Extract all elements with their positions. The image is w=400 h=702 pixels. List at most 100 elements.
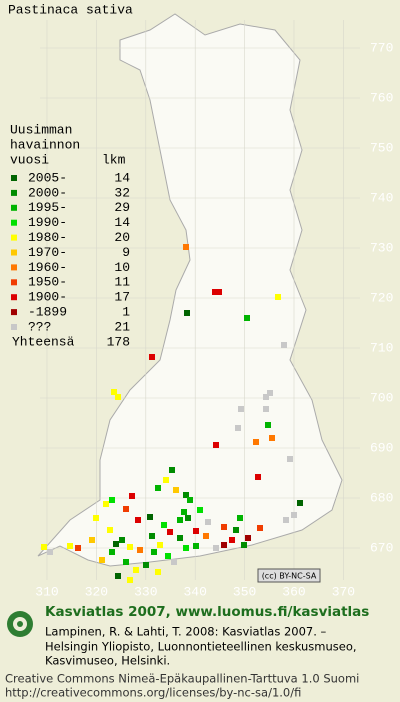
occurrence [197, 507, 203, 513]
license-badge-text: (cc) BY-NC-SA [262, 572, 317, 581]
legend-label: 1990- [28, 215, 67, 230]
y-label: 680 [370, 490, 393, 505]
legend-swatch [11, 294, 17, 301]
occurrence [127, 544, 133, 550]
occurrence [229, 537, 235, 543]
y-label: 700 [370, 390, 393, 405]
logo [7, 611, 33, 637]
occurrence [165, 553, 171, 559]
occurrence [203, 533, 209, 539]
license: Creative Commons Nimeä-Epäkaupallinen-Ta… [5, 672, 359, 686]
occurrence [267, 390, 273, 396]
occurrence [275, 294, 281, 300]
legend-count: 11 [114, 275, 130, 290]
legend-total: 178 [107, 334, 130, 349]
legend-count: 32 [114, 185, 130, 200]
occurrence [67, 543, 73, 549]
occurrence [155, 485, 161, 491]
occurrence [167, 529, 173, 535]
occurrence [187, 497, 193, 503]
occurrence [103, 501, 109, 507]
legend-swatch [11, 264, 17, 271]
occurrence [47, 549, 53, 555]
legend-header: havainnon [10, 137, 80, 152]
legend-swatch [11, 234, 17, 241]
occurrence [41, 544, 47, 550]
occurrence [297, 500, 303, 506]
occurrence [183, 244, 189, 250]
occurrence [216, 289, 222, 295]
y-label: 690 [370, 440, 393, 455]
occurrence [283, 517, 289, 523]
citation: Helsingin Yliopisto, Luonnontieteellinen… [45, 640, 357, 654]
occurrence [177, 535, 183, 541]
occurrence [257, 525, 263, 531]
occurrence [143, 562, 149, 568]
occurrence [161, 522, 167, 528]
occurrence [127, 577, 133, 583]
legend-count: 10 [114, 260, 130, 275]
y-label: 710 [370, 340, 393, 355]
x-label: 360 [282, 584, 305, 599]
x-label: 320 [85, 584, 108, 599]
occurrence [253, 439, 259, 445]
legend-label: 1970- [28, 245, 67, 260]
license-badge [257, 568, 321, 583]
x-label: 350 [233, 584, 256, 599]
occurrence [177, 517, 183, 523]
legend-count: 21 [114, 319, 130, 334]
y-label: 760 [370, 90, 393, 105]
occurrence [238, 406, 244, 412]
legend-total-label: Yhteensä [12, 334, 75, 349]
occurrence [241, 542, 247, 548]
occurrence [193, 543, 199, 549]
legend-swatch [11, 219, 17, 226]
occurrence [169, 467, 175, 473]
occurrence [137, 547, 143, 553]
x-label: 370 [332, 584, 355, 599]
occurrence [193, 528, 199, 534]
occurrence [184, 310, 190, 316]
occurrence [291, 512, 297, 518]
y-label: 770 [370, 40, 393, 55]
legend-label: -1899 [28, 305, 67, 320]
occurrence [237, 515, 243, 521]
occurrence [149, 354, 155, 360]
occurrence [171, 559, 177, 565]
legend-label: 1900- [28, 290, 67, 305]
y-label: 730 [370, 240, 393, 255]
occurrence [115, 573, 121, 579]
occurrence [212, 289, 218, 295]
occurrences [41, 244, 303, 583]
occurrence [185, 515, 191, 521]
occurrence [89, 537, 95, 543]
y-label: 740 [370, 190, 393, 205]
legend-label: 2000- [28, 185, 67, 200]
map-title: Pastinaca sativa [8, 2, 133, 17]
occurrence [265, 422, 271, 428]
occurrence [233, 527, 239, 533]
occurrence [281, 342, 287, 348]
occurrence [235, 425, 241, 431]
citation: Kasvimuseo, Helsinki. [45, 654, 170, 668]
occurrence [135, 517, 141, 523]
occurrence [109, 497, 115, 503]
occurrence [183, 492, 189, 498]
occurrence [113, 541, 119, 547]
occurrence [155, 569, 161, 575]
occurrence [147, 514, 153, 520]
occurrence [244, 315, 250, 321]
legend-count: 14 [114, 170, 130, 185]
grid [40, 20, 360, 580]
legend-count: 17 [114, 290, 130, 305]
x-label: 340 [183, 584, 206, 599]
legend-header: vuosi [10, 152, 49, 167]
occurrence [109, 549, 115, 555]
occurrence [263, 406, 269, 412]
legend-count: 29 [114, 200, 130, 215]
legend-label: 2005- [28, 170, 67, 185]
legend-swatch [11, 175, 17, 181]
occurrence [287, 456, 293, 462]
x-label: 330 [134, 584, 157, 599]
occurrence [107, 527, 113, 533]
